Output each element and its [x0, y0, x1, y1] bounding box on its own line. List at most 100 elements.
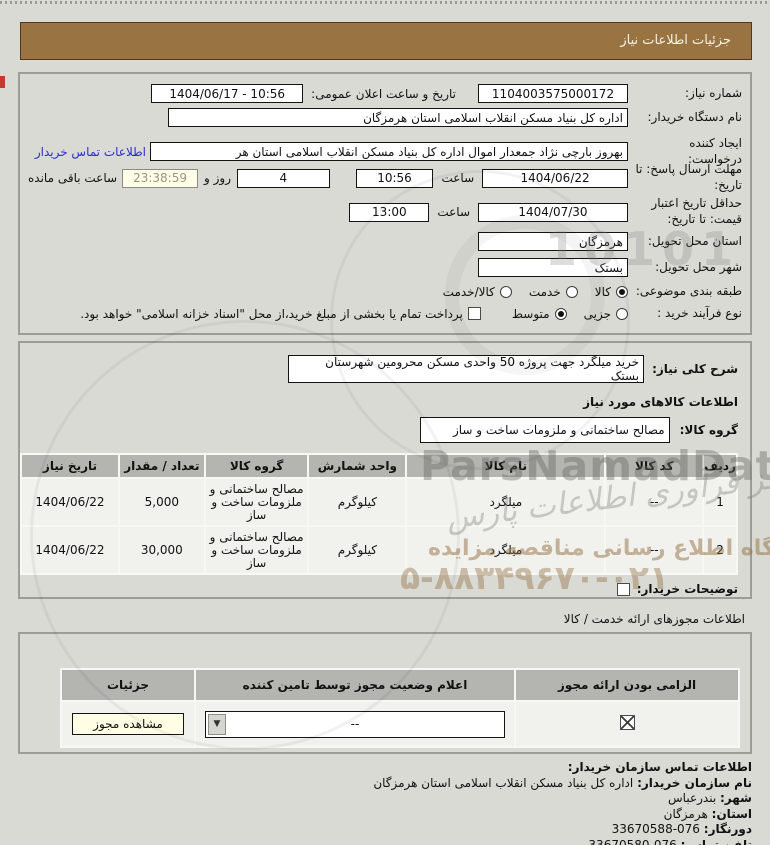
cell-license-details: مشاهده مجوز — [62, 702, 194, 746]
delivery-city-label: شهر محل تحویل: — [655, 259, 742, 274]
radio-medium[interactable] — [554, 307, 567, 320]
col-row: ردیف — [704, 455, 736, 477]
goods-table-header: ردیف کد کالا نام کالا واحد شمارش گروه کا… — [22, 455, 736, 477]
price-validity-hour-field[interactable]: 13:00 — [349, 202, 430, 222]
classification-row: طبقه بندی موضوعی: کالا خدمت کالا/خدمت — [28, 284, 742, 300]
buyer-notes-label: توضیحات خریدار: — [636, 582, 738, 596]
buyer-contact-block: اطلاعات تماس سازمان خریدار: نام سازمان خ… — [18, 760, 752, 845]
classification-option-goods: کالا — [595, 285, 628, 299]
buyer-notes-checkbox[interactable] — [616, 582, 630, 596]
price-validity-row: حداقل تاریخ اعتبار قیمت: تا تاریخ: 1404/… — [28, 194, 742, 230]
goods-group-field[interactable]: مصالح ساختمانی و ملزومات ساخت و ساز — [419, 417, 670, 443]
col-date: تاریخ نیاز — [22, 455, 118, 477]
goods-group-row: گروه کالا: مصالح ساختمانی و ملزومات ساخت… — [28, 417, 742, 443]
remaining-days-field[interactable]: 4 — [237, 168, 330, 188]
goods-table-row: 2 -- میلگرد کیلوگرم مصالح ساختمانی و ملز… — [22, 527, 736, 573]
request-creator-label: ایجاد کننده درخواست: — [688, 136, 742, 166]
radio-minor[interactable] — [616, 307, 628, 320]
license-status-dropdown[interactable]: -- ▼ — [205, 710, 505, 738]
process-option-minor: جزیی — [584, 307, 628, 321]
buyer-org-field[interactable]: اداره کل بنیاد مسکن انقلاب اسلامی استان … — [168, 108, 628, 127]
need-number-row: شماره نیاز: 1104003575000172 تاریخ و ساع… — [28, 84, 742, 103]
left-edge-red-mark — [0, 76, 5, 88]
radio-service-label: خدمت — [528, 284, 561, 299]
goods-table: ردیف کد کالا نام کالا واحد شمارش گروه کا… — [20, 453, 738, 575]
classification-option-goods-service: کالا/خدمت — [443, 285, 512, 299]
cell-row: 1 — [704, 479, 736, 525]
buyer-org-label: نام دستگاه خریدار: — [647, 109, 743, 124]
dotted-top-border — [0, 1, 770, 4]
col-license-details: جزئیات — [62, 670, 194, 700]
need-number-field[interactable]: 1104003575000172 — [478, 84, 628, 103]
buyer-org-row: نام دستگاه خریدار: اداره کل بنیاد مسکن ا… — [28, 108, 742, 127]
delivery-province-field[interactable]: هرمزگان — [478, 232, 628, 251]
goods-groupbox: شرح کلی نیاز: خرید میلگرد جهت پروژه 50 و… — [18, 341, 752, 599]
col-license-status: اعلام وضعیت مجوز توسط تامین کننده — [196, 670, 514, 700]
need-desc-field[interactable]: خرید میلگرد جهت پروژه 50 واحدی مسکن محرو… — [288, 355, 645, 383]
col-qty: تعداد / مقدار — [119, 455, 204, 477]
reply-deadline-label: مهلت ارسال پاسخ: تا تاریخ: — [635, 162, 742, 192]
licenses-table-row: -- ▼ مشاهده مجوز — [62, 702, 738, 746]
licenses-table-header: الزامی بودن ارائه مجوز اعلام وضعیت مجوز … — [62, 670, 738, 700]
chevron-down-icon[interactable]: ▼ — [208, 713, 226, 735]
license-status-value: -- — [350, 716, 360, 731]
cell-date: 1404/06/22 — [22, 527, 118, 573]
remaining-days-label: روز و — [204, 171, 232, 185]
licenses-section-title: اطلاعات مجوزهای ارائه خدمت / کالا — [563, 612, 745, 626]
col-name: نام کالا — [407, 455, 605, 477]
radio-goods-service[interactable] — [499, 285, 512, 298]
delivery-province-row: استان محل تحویل: هرمزگان — [28, 232, 742, 251]
delivery-city-field[interactable]: بستک — [478, 258, 628, 277]
contact-title: اطلاعات تماس سازمان خریدار: — [567, 760, 752, 774]
treasury-note-option: پرداخت تمام یا بخشی از مبلغ خرید،از محل … — [80, 307, 481, 321]
reply-deadline-hour-label: ساعت — [441, 171, 475, 185]
licenses-groupbox: الزامی بودن ارائه مجوز اعلام وضعیت مجوز … — [18, 632, 752, 754]
col-unit: واحد شمارش — [309, 455, 406, 477]
classification-option-service: خدمت — [529, 285, 578, 299]
goods-section-title: اطلاعات کالاهای مورد نیاز — [583, 395, 738, 409]
cell-row: 2 — [704, 527, 736, 573]
view-license-button[interactable]: مشاهده مجوز — [72, 713, 184, 735]
goods-table-row: 1 -- میلگرد کیلوگرم مصالح ساختمانی و ملز… — [22, 479, 736, 525]
license-required-checkbox[interactable] — [619, 715, 635, 730]
cell-license-status: -- ▼ — [196, 702, 514, 746]
cell-qty: 5,000 — [119, 479, 204, 525]
contact-fax-line: دورنگار: 33670588-076 — [611, 822, 752, 837]
radio-goods[interactable] — [616, 285, 628, 298]
cell-name: میلگرد — [407, 479, 605, 525]
cell-group: مصالح ساختمانی و ملزومات ساخت و ساز — [205, 479, 308, 525]
price-validity-hour-label: ساعت — [437, 205, 470, 219]
process-type-label: نوع فرآیند خرید : — [657, 306, 742, 320]
cell-date: 1404/06/22 — [22, 479, 118, 525]
cell-license-required — [516, 702, 738, 746]
need-info-groupbox: شماره نیاز: 1104003575000172 تاریخ و ساع… — [18, 72, 752, 335]
price-validity-label: حداقل تاریخ اعتبار قیمت: تا تاریخ: — [651, 196, 742, 226]
treasury-checkbox[interactable] — [467, 307, 481, 321]
buyer-notes-row: توضیحات خریدار: — [28, 582, 742, 596]
contact-phone-line: تلفن تماس: 33670580-076 — [588, 837, 752, 845]
radio-service[interactable] — [565, 285, 578, 298]
contact-city-line: شهر: بندرعباس — [668, 791, 752, 806]
process-option-medium: متوسط — [512, 307, 567, 321]
announce-datetime-field[interactable]: 1404/06/17 - 10:56 — [151, 84, 304, 103]
cell-unit: کیلوگرم — [309, 479, 406, 525]
radio-minor-label: جزیی — [583, 306, 611, 321]
reply-deadline-hour-field[interactable]: 10:56 — [355, 168, 434, 188]
announce-datetime-label: تاریخ و ساعت اعلان عمومی: — [311, 86, 456, 101]
price-validity-date-field[interactable]: 1404/07/30 — [478, 202, 628, 222]
col-code: کد کالا — [606, 455, 703, 477]
buyer-contact-link[interactable]: اطلاعات تماس خریدار — [34, 144, 146, 159]
delivery-province-label: استان محل تحویل: — [647, 233, 742, 248]
need-desc-label: شرح کلی نیاز: — [652, 362, 738, 376]
reply-deadline-row: مهلت ارسال پاسخ: تا تاریخ: 1404/06/22 سا… — [28, 160, 742, 196]
need-number-label: شماره نیاز: — [685, 85, 742, 100]
radio-medium-label: متوسط — [511, 306, 550, 321]
page-title: جزئیات اطلاعات نیاز — [20, 22, 752, 60]
reply-deadline-date-field[interactable]: 1404/06/22 — [482, 168, 628, 188]
col-license-required: الزامی بودن ارائه مجوز — [516, 670, 738, 700]
request-creator-field[interactable]: بهروز بارچی نژاد جمعدار اموال اداره کل ب… — [150, 142, 628, 162]
need-desc-row: شرح کلی نیاز: خرید میلگرد جهت پروژه 50 و… — [28, 355, 742, 383]
treasury-note-label: پرداخت تمام یا بخشی از مبلغ خرید،از محل … — [80, 306, 463, 321]
process-type-row: نوع فرآیند خرید : جزیی متوسط پرداخت تمام… — [28, 306, 742, 322]
